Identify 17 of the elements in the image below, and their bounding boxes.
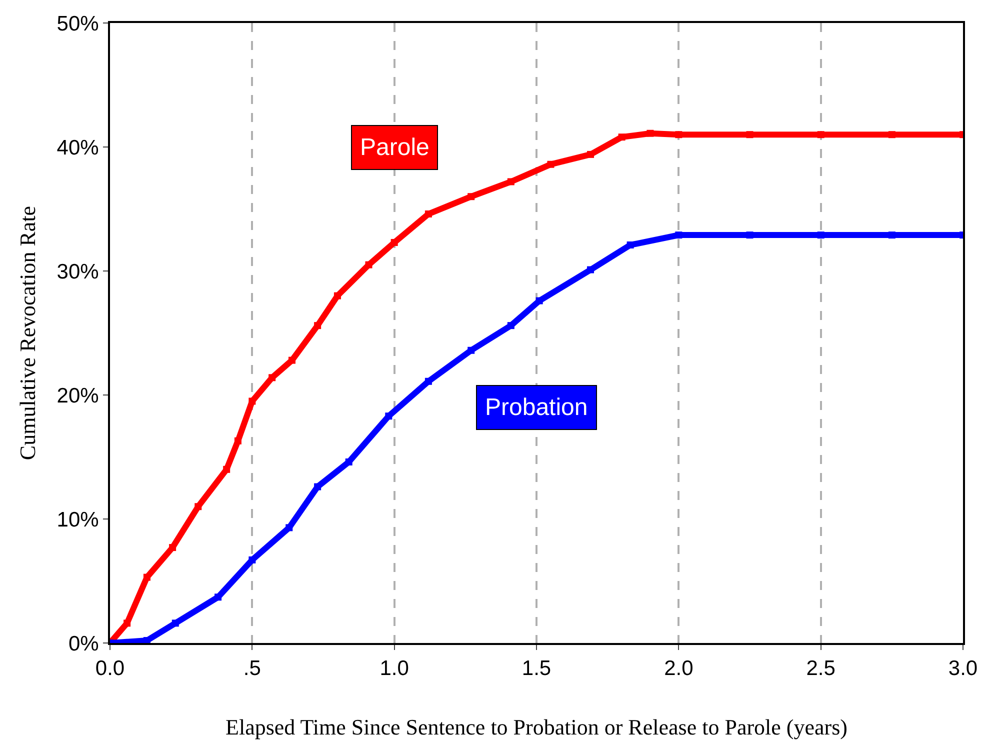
x-tick-label: 1.0 xyxy=(380,657,409,680)
x-tick-label: 1.5 xyxy=(522,657,552,680)
y-axis-title: Cumulative Revocation Rate xyxy=(15,206,40,460)
x-tick-label: .5 xyxy=(243,657,261,680)
y-tick-label: 30% xyxy=(56,260,99,284)
x-tick-label: 2.5 xyxy=(806,657,836,680)
x-axis-title: Elapsed Time Since Sentence to Probation or Release to Parole (years) xyxy=(226,714,848,740)
y-tick-label: 50% xyxy=(56,12,99,36)
x-tick-label: 0.0 xyxy=(95,657,125,680)
y-tick-label: 20% xyxy=(56,384,99,408)
text: Parole xyxy=(360,134,430,161)
x-tick-label: 2.0 xyxy=(664,657,694,680)
series-label: Probation xyxy=(485,394,588,421)
y-tick-label: 10% xyxy=(56,508,99,532)
x-tick-label: 3.0 xyxy=(948,657,978,680)
y-tick-label: 40% xyxy=(56,136,99,160)
y-tick-label: 0% xyxy=(68,632,99,656)
